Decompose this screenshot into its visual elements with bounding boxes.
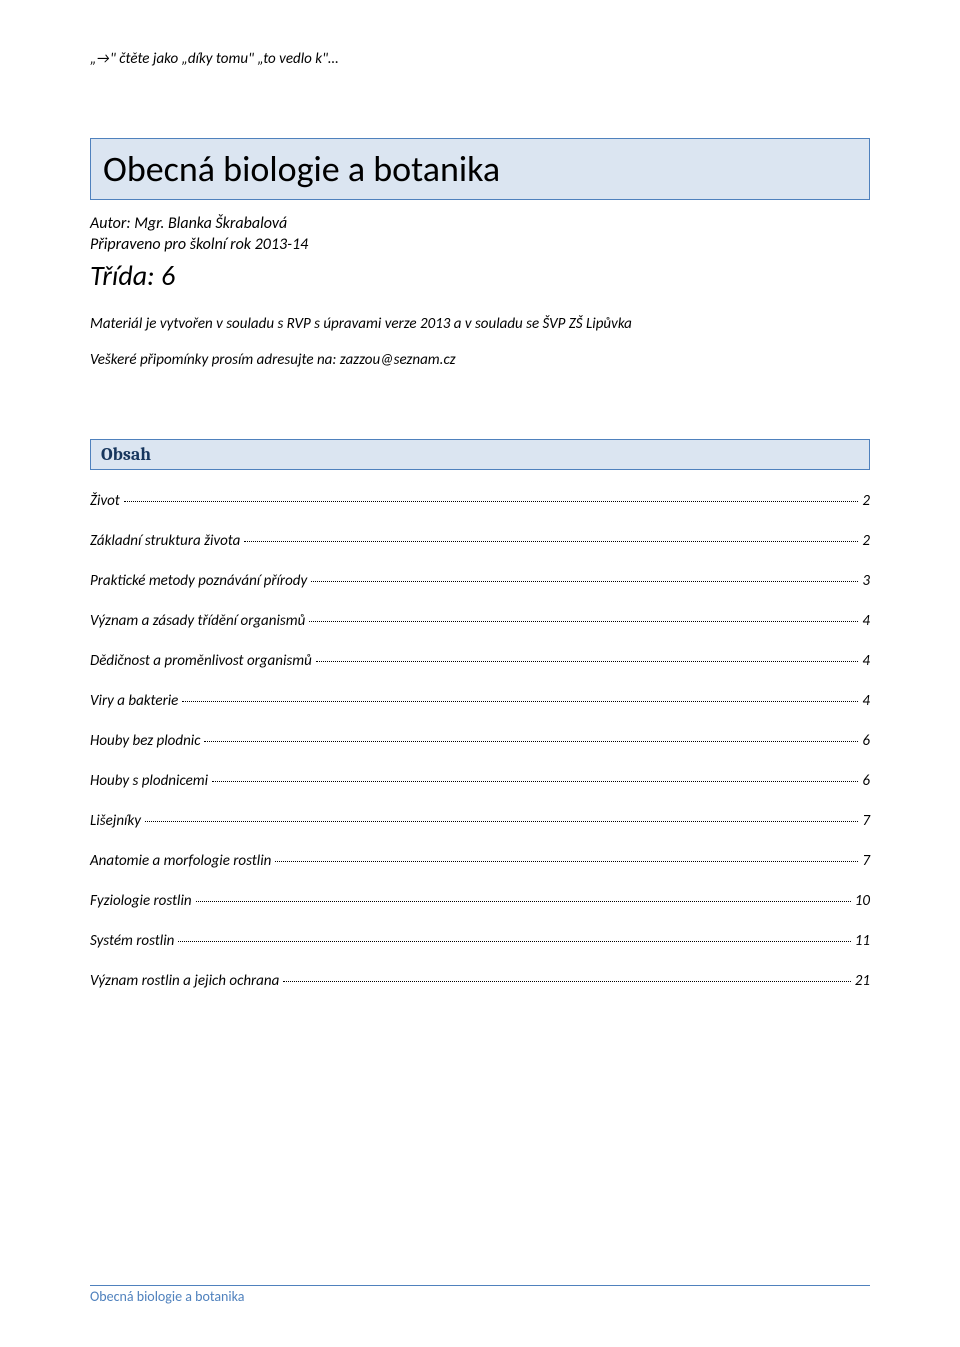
toc-label: Viry a bakterie xyxy=(90,692,178,710)
toc-dots xyxy=(309,621,858,622)
toc-label: Praktické metody poznávání přírody xyxy=(90,572,307,590)
toc-dots xyxy=(124,501,859,502)
footer-text: Obecná biologie a botanika xyxy=(90,1285,870,1305)
toc-row: Základní struktura života 2 xyxy=(90,532,870,550)
toc-label: Houby s plodnicemi xyxy=(90,772,208,790)
toc-row: Anatomie a morfologie rostlin 7 xyxy=(90,852,870,870)
toc-dots xyxy=(178,941,850,942)
toc-row: Praktické metody poznávání přírody 3 xyxy=(90,572,870,590)
table-of-contents: Život 2 Základní struktura života 2 Prak… xyxy=(90,492,870,990)
toc-page: 3 xyxy=(862,572,870,590)
toc-dots xyxy=(212,781,858,782)
page-footer: Obecná biologie a botanika xyxy=(90,1285,870,1305)
toc-label: Základní struktura života xyxy=(90,532,240,550)
toc-page: 10 xyxy=(855,892,870,910)
toc-dots xyxy=(283,981,850,982)
toc-row: Fyziologie rostlin 10 xyxy=(90,892,870,910)
toc-page: 7 xyxy=(862,852,870,870)
toc-dots xyxy=(316,661,859,662)
toc-dots xyxy=(275,861,858,862)
toc-label: Houby bez plodnic xyxy=(90,732,200,750)
toc-dots xyxy=(311,581,858,582)
toc-label: Dědičnost a proměnlivost organismů xyxy=(90,652,312,670)
toc-page: 4 xyxy=(862,692,870,710)
toc-row: Lišejníky 7 xyxy=(90,812,870,830)
toc-label: Význam rostlin a jejich ochrana xyxy=(90,972,279,990)
page-title: Obecná biologie a botanika xyxy=(103,147,857,191)
toc-row: Systém rostlin 11 xyxy=(90,932,870,950)
toc-label: Život xyxy=(90,492,120,510)
toc-row: Život 2 xyxy=(90,492,870,510)
toc-page: 4 xyxy=(862,612,870,630)
toc-page: 4 xyxy=(862,652,870,670)
toc-page: 2 xyxy=(862,492,870,510)
toc-label: Systém rostlin xyxy=(90,932,174,950)
toc-dots xyxy=(244,541,858,542)
toc-dots xyxy=(145,821,858,822)
toc-label: Význam a zásady třídění organismů xyxy=(90,612,305,630)
toc-dots xyxy=(182,701,858,702)
toc-label: Fyziologie rostlin xyxy=(90,892,192,910)
toc-page: 11 xyxy=(855,932,870,950)
toc-page: 2 xyxy=(862,532,870,550)
toc-row: Houby s plodnicemi 6 xyxy=(90,772,870,790)
toc-dots xyxy=(204,741,858,742)
class-line: Třída: 6 xyxy=(90,258,870,293)
toc-heading: Obsah xyxy=(101,444,859,465)
toc-row: Význam a zásady třídění organismů 4 xyxy=(90,612,870,630)
author-line: Autor: Mgr. Blanka Škrabalová xyxy=(90,214,870,233)
toc-page: 6 xyxy=(862,772,870,790)
material-line: Materiál je vytvořen v souladu s RVP s ú… xyxy=(90,315,870,333)
prepared-line: Připraveno pro školní rok 2013-14 xyxy=(90,235,870,254)
toc-row: Viry a bakterie 4 xyxy=(90,692,870,710)
toc-page: 7 xyxy=(862,812,870,830)
toc-page: 21 xyxy=(855,972,870,990)
toc-label: Lišejníky xyxy=(90,812,141,830)
toc-heading-box: Obsah xyxy=(90,439,870,470)
feedback-line: Veškeré připomínky prosím adresujte na: … xyxy=(90,351,870,369)
toc-row: Houby bez plodnic 6 xyxy=(90,732,870,750)
toc-page: 6 xyxy=(862,732,870,750)
toc-label: Anatomie a morfologie rostlin xyxy=(90,852,271,870)
title-box: Obecná biologie a botanika xyxy=(90,138,870,200)
toc-row: Dědičnost a proměnlivost organismů 4 xyxy=(90,652,870,670)
toc-dots xyxy=(196,901,851,902)
toc-row: Význam rostlin a jejich ochrana 21 xyxy=(90,972,870,990)
header-note: „→" čtěte jako „díky tomu" „to vedlo k"… xyxy=(90,50,870,68)
